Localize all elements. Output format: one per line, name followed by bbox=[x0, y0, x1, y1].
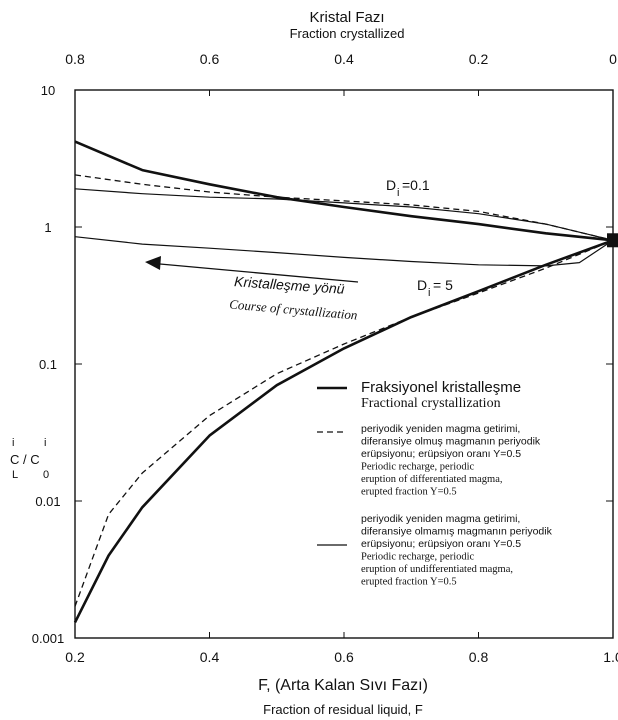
top-axis-sublabel: Fraction crystallized bbox=[290, 26, 405, 41]
legend-text: Periodic recharge, periodic bbox=[361, 552, 475, 563]
top-tick-label: 0 bbox=[609, 51, 617, 67]
x-tick-label: 1.0 bbox=[603, 649, 618, 665]
legend-text: Fractional crystallization bbox=[361, 396, 501, 411]
x-tick-label: 0.2 bbox=[65, 649, 85, 665]
d-low-sub: i bbox=[428, 287, 430, 299]
ylabel-base: C / C bbox=[10, 452, 40, 467]
endpoint-marker bbox=[607, 233, 618, 248]
ylabel-sub-left: L bbox=[12, 469, 18, 481]
x-axis-label-en: Fraction of residual liquid, F bbox=[263, 702, 423, 717]
arrow-label-en: Course of crystallization bbox=[229, 296, 358, 322]
series-layer bbox=[73, 140, 618, 623]
y-axis-ticks: 0.001 0.01 0.1 1 10 bbox=[32, 83, 613, 646]
legend-text: Periodic recharge, periodic bbox=[361, 462, 475, 473]
d-high-main: D bbox=[386, 177, 396, 193]
legend-text: erüpsiyonu; erüpsiyon oranı Y=0.5 bbox=[361, 448, 521, 460]
series-line-thick-solid-d5 bbox=[73, 239, 614, 623]
top-tick-label: 0.4 bbox=[334, 51, 354, 67]
legend-text: erupted fraction Y=0.5 bbox=[361, 487, 457, 498]
y-tick-label: 0.01 bbox=[35, 494, 60, 509]
y-axis-label: i i C / C L 0 bbox=[10, 437, 49, 481]
legend-text: periyodik yeniden magma getirimi, bbox=[361, 513, 520, 525]
ylabel-sub-right: 0 bbox=[43, 469, 49, 481]
x-tick-label: 0.4 bbox=[200, 649, 220, 665]
y-tick-label: 10 bbox=[41, 83, 55, 98]
series-line-thick-solid-d01 bbox=[74, 140, 614, 242]
legend-text: eruption of undifferentiated magma, bbox=[361, 564, 513, 575]
arrow-shaft bbox=[159, 263, 359, 283]
top-tick-label: 0.8 bbox=[65, 51, 85, 67]
plot-frame bbox=[74, 89, 614, 639]
y-tick-label: 0.001 bbox=[32, 631, 65, 646]
series-line-dashed-d5 bbox=[74, 239, 614, 607]
series-line-dashed-d01 bbox=[74, 174, 614, 241]
legend-text: diferansiye olmuş magmanın periyodik bbox=[361, 436, 541, 448]
annotation-d-5: D i = 5 bbox=[417, 277, 453, 299]
legend-text: periyodik yeniden magma getirimi, bbox=[361, 423, 520, 435]
top-tick-label: 0.2 bbox=[469, 51, 489, 67]
y-tick-label: 1 bbox=[44, 220, 51, 235]
y-tick-label: 0.1 bbox=[39, 357, 57, 372]
ylabel-sup-right: i bbox=[44, 437, 46, 449]
crystallization-arrow: Kristalleşme yönü Course of crystallizat… bbox=[145, 256, 358, 323]
d-low-main: D bbox=[417, 277, 427, 293]
d-low-rest: = 5 bbox=[433, 277, 453, 293]
top-axis-label: Kristal Fazı bbox=[309, 9, 384, 26]
legend-text: Fraksiyonel kristalleşme bbox=[361, 379, 521, 396]
x-tick-label: 0.8 bbox=[469, 649, 489, 665]
x-axis-label: F, (Arta Kalan Sıvı Fazı) bbox=[258, 677, 428, 694]
annotation-d-0-1: D i =0.1 bbox=[386, 177, 430, 199]
d-high-sub: i bbox=[397, 187, 399, 199]
top-tick-label: 0.6 bbox=[200, 51, 220, 67]
arrow-label-tr: Kristalleşme yönü bbox=[234, 273, 346, 297]
series-line-thin-solid-d01 bbox=[74, 188, 614, 241]
x-tick-label: 0.6 bbox=[334, 649, 354, 665]
arrow-head bbox=[145, 256, 161, 270]
legend-text: eruption of differentiated magma, bbox=[361, 474, 503, 485]
d-high-rest: =0.1 bbox=[402, 177, 430, 193]
series-line-thin-solid-d5 bbox=[74, 236, 614, 267]
legend-text: diferansiye olmamış magmanın periyodik bbox=[361, 526, 553, 538]
top-axis-ticks: 0.8 0.6 0.4 0.2 0 bbox=[65, 51, 617, 96]
legend-text: erupted fraction Y=0.5 bbox=[361, 577, 457, 588]
x-axis-ticks: 0.2 0.4 0.6 0.8 1.0 bbox=[65, 632, 618, 665]
legend-text: erüpsiyonu; erüpsiyon oranı Y=0.5 bbox=[361, 538, 521, 550]
ylabel-sup-left: i bbox=[12, 437, 14, 449]
